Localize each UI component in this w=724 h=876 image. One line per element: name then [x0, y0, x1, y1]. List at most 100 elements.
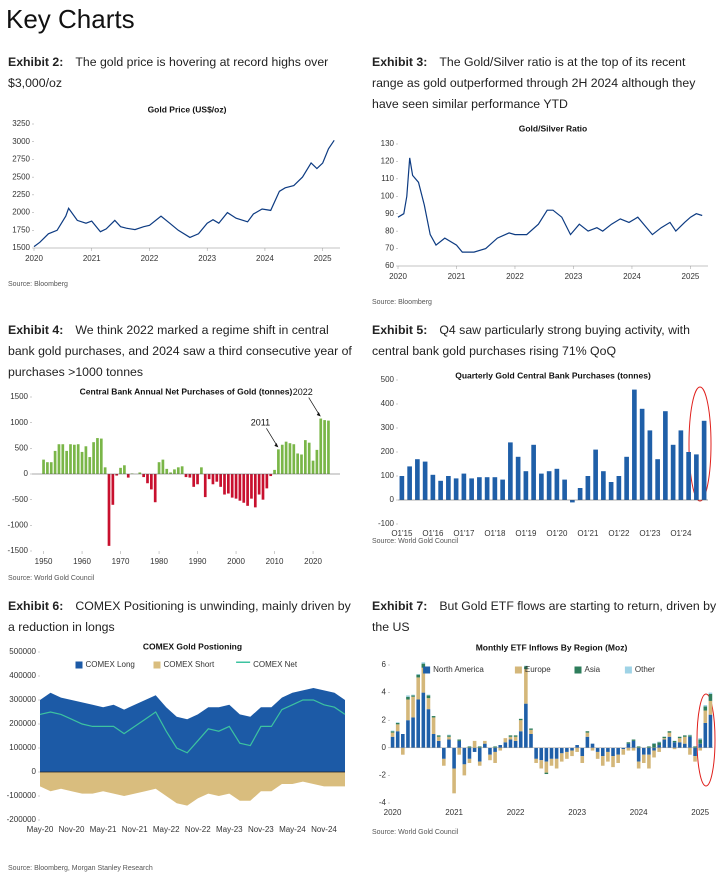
bar [57, 444, 61, 474]
bar [701, 420, 707, 500]
bar [632, 389, 637, 500]
bar-segment [539, 760, 544, 769]
bar-segment [406, 696, 410, 700]
x-tick-label: 2023 [568, 808, 586, 817]
bar-segment [411, 694, 415, 696]
bar [624, 456, 629, 500]
bar-segment [647, 746, 651, 748]
bar-segment [462, 747, 467, 765]
bar-segment [580, 747, 585, 757]
bar [292, 444, 296, 474]
bar-segment [539, 747, 544, 761]
bar-segment [411, 717, 415, 748]
bar-segment [524, 665, 528, 667]
bar-segment [472, 740, 477, 748]
y-tick-label: -1000 [8, 520, 29, 529]
bar-segment [524, 666, 528, 670]
bar-segment [621, 747, 626, 750]
exhibit-label: Exhibit 3: [372, 55, 428, 69]
bar-segment [585, 731, 590, 733]
bar-segment [683, 743, 687, 748]
x-tick-label: 1970 [112, 557, 130, 566]
page-title: Key Charts [6, 4, 135, 34]
bar-segment [606, 747, 610, 752]
bar-segment [585, 736, 590, 748]
x-tick-label: 2020 [384, 808, 402, 817]
annotation: 2011 [251, 418, 270, 428]
chart-title: COMEX Gold Postioning [143, 641, 242, 651]
bar [188, 474, 192, 478]
bar [192, 474, 196, 487]
bar [319, 418, 323, 474]
legend-swatch [574, 666, 582, 674]
bar [223, 474, 226, 495]
bar [296, 453, 299, 474]
bar-segment [390, 736, 395, 748]
y-tick-label: 6 [382, 660, 387, 669]
legend-swatch [624, 666, 632, 674]
bar-segment [457, 740, 462, 748]
y-tick-label: 60 [385, 261, 394, 270]
bar [407, 466, 412, 500]
bar-segment [411, 695, 415, 697]
bar-segment [698, 747, 702, 751]
bar [269, 474, 273, 477]
x-tick-label: Q1'18 [484, 529, 506, 536]
bar-segment [467, 758, 472, 763]
x-tick-label: 2021 [448, 272, 466, 281]
caption-text: COMEX Positioning is unwinding, mainly d… [8, 599, 351, 634]
bar [211, 474, 215, 485]
bar-segment [406, 720, 410, 748]
legend-label: Other [635, 665, 655, 674]
bar [184, 474, 188, 478]
bar-segment [657, 742, 661, 746]
bar-segment [477, 761, 482, 766]
bar-segment [421, 692, 426, 748]
bar-segment [390, 732, 395, 737]
legend-label: COMEX Short [164, 660, 215, 669]
bar-segment [524, 703, 528, 748]
bar-segment [616, 747, 620, 755]
bar [300, 454, 303, 474]
bar-segment [652, 742, 656, 744]
bar [601, 471, 606, 500]
bar-segment [406, 695, 410, 697]
bar-segment [652, 750, 656, 758]
y-tick-label: 1000 [10, 418, 28, 427]
bar [42, 459, 45, 474]
bar-segment [549, 758, 554, 766]
y-tick-label: 300 [381, 423, 395, 432]
y-tick-label: 200 [381, 447, 395, 456]
bar-segment [600, 756, 605, 766]
bar-segment [406, 699, 410, 721]
legend-label: COMEX Net [253, 660, 298, 669]
bar-segment [395, 731, 400, 748]
bar-segment [672, 742, 677, 748]
bar-segment [498, 747, 503, 751]
bar [399, 476, 405, 500]
bar-segment [431, 716, 436, 718]
bar [307, 442, 311, 474]
bar-segment [652, 747, 656, 751]
exhibit-label: Exhibit 4: [8, 323, 64, 337]
bar-segment [590, 747, 595, 751]
y-tick-label: 3250 [12, 119, 30, 128]
bar-segment [698, 738, 702, 740]
bar [126, 474, 130, 478]
bar-segment [421, 663, 426, 668]
y-tick-label: 400 [381, 399, 395, 408]
bar-segment [508, 735, 513, 737]
bar-segment [575, 747, 579, 752]
bar [531, 444, 536, 500]
bar-segment [544, 772, 549, 775]
bar-segment [524, 669, 528, 704]
x-tick-label: Nov-23 [248, 825, 274, 834]
bar [288, 443, 292, 474]
x-tick-label: 1960 [73, 557, 91, 566]
bar [546, 471, 552, 500]
x-tick-label: Nov-22 [185, 825, 211, 834]
bar-segment [421, 662, 426, 664]
bar [123, 465, 126, 474]
bar-segment [683, 735, 687, 737]
chart: COMEX Gold Postioning -200000 -100000 0 1000… [7, 641, 346, 834]
